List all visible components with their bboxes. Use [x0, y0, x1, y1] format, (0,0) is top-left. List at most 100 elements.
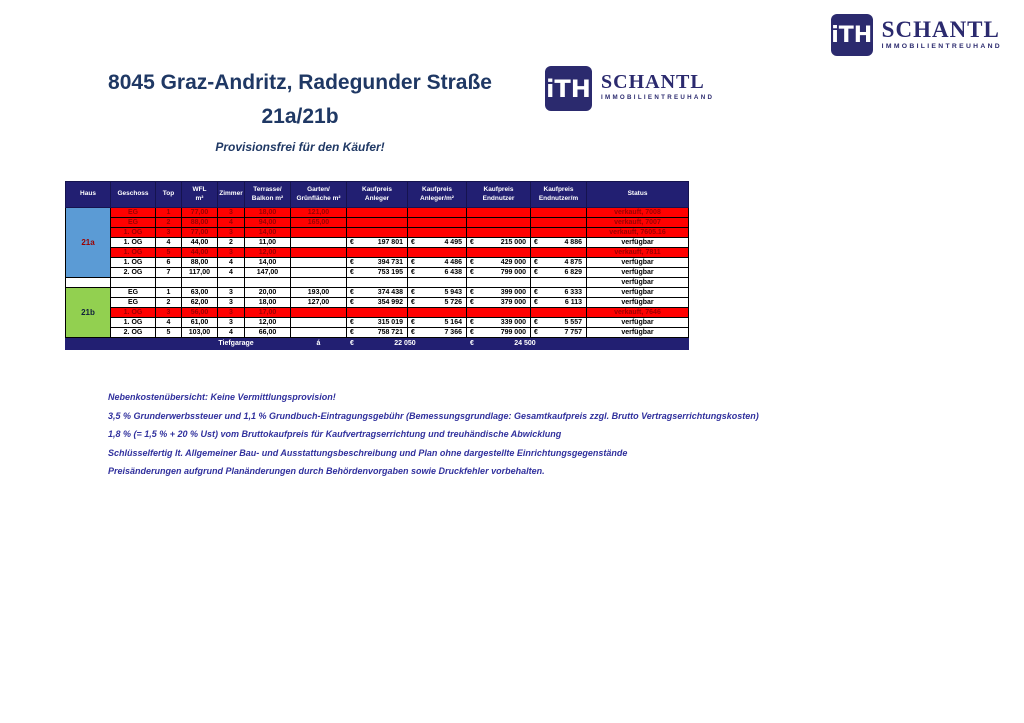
top-cell: 2 — [155, 297, 182, 308]
terrasse-cell: 20,00 — [244, 287, 291, 298]
zimmer-cell: 4 — [217, 327, 245, 338]
footer-spacer — [586, 337, 689, 350]
garten-cell: 193,00 — [290, 287, 347, 298]
status-cell: verfügbar — [586, 277, 689, 288]
price-cell: €215 000 — [466, 237, 531, 248]
page-title-line1: 8045 Graz-Andritz, Radegunder Straße — [108, 71, 492, 94]
col-zimmer: Zimmer — [217, 181, 245, 208]
zimmer-cell: 4 — [217, 257, 245, 268]
zimmer-cell: 4 — [217, 267, 245, 278]
top-cell: 5 — [155, 247, 182, 258]
price-cell: €374 438 — [346, 287, 408, 298]
wfl-cell: 56,00 — [181, 307, 218, 318]
zimmer-cell — [217, 277, 245, 288]
price-value: 5 943 — [444, 289, 462, 296]
wfl-cell: 63,00 — [181, 287, 218, 298]
euro-sign: € — [350, 329, 354, 336]
zimmer-cell: 3 — [217, 287, 245, 298]
price-cell: €197 801 — [346, 237, 408, 248]
top-cell: 1 — [155, 287, 182, 298]
table-row: 21b EG 1 63,00 3 20,00 193,00 €374 438 €5 943 €39… — [65, 287, 689, 338]
price-table-body: 21a EG 1 77,00 3 18,00 121,00 verkauft, 7008 EG 2… — [65, 207, 689, 338]
terrasse-cell: 11,00 — [244, 237, 291, 248]
company-tagline: IMMOBILIENTREUHAND — [881, 43, 1002, 50]
status-cell: verkauft, 7646 — [586, 307, 689, 318]
euro-sign: € — [470, 269, 474, 276]
garten-cell: 121,00 — [290, 207, 347, 218]
price-cell: €4 486 — [407, 257, 467, 268]
price-cell: €7 366 — [407, 327, 467, 338]
price-cell — [466, 307, 531, 318]
price-table: Haus Geschoss Top WFL m² Zimmer Terrasse… — [65, 181, 689, 350]
price-cell — [466, 227, 531, 238]
table-row: verfügbar — [65, 277, 689, 288]
price-value: 374 438 — [377, 289, 403, 296]
tiefgarage-endnutzer-value: 24 500 — [514, 340, 536, 347]
geschoss-cell: EG — [110, 207, 156, 218]
terrasse-cell: 94,00 — [244, 217, 291, 228]
haus-cell: 21b — [65, 287, 111, 338]
euro-sign: € — [470, 239, 474, 246]
price-cell: €429 000 — [466, 257, 531, 268]
price-cell — [466, 277, 531, 288]
price-value: 215 000 — [500, 239, 526, 246]
tiefgarage-label: Tiefgarage — [181, 337, 291, 350]
price-value: 429 000 — [500, 259, 526, 266]
price-cell — [407, 207, 467, 218]
euro-sign: € — [534, 289, 538, 296]
price-value: 4 495 — [444, 239, 462, 246]
ith-logo-icon: iTH — [545, 66, 592, 111]
euro-sign: € — [411, 239, 415, 246]
tiefgarage-price-anleger: € 22 050 — [346, 337, 467, 350]
euro-sign: € — [350, 289, 354, 296]
status-cell: verkauft, 7811 — [586, 247, 689, 258]
price-value: 4 875 — [564, 259, 582, 266]
footer-spacer — [65, 337, 182, 350]
geschoss-cell: 2. OG — [110, 267, 156, 278]
status-cell: verfügbar — [586, 257, 689, 268]
price-cell: €379 000 — [466, 297, 531, 308]
wfl-cell: 44,00 — [181, 247, 218, 258]
price-value: 5 164 — [444, 319, 462, 326]
price-value: 394 731 — [377, 259, 403, 266]
terrasse-cell: 14,00 — [244, 227, 291, 238]
euro-sign: € — [350, 299, 354, 306]
price-cell — [466, 217, 531, 228]
price-cell: €799 000 — [466, 267, 531, 278]
price-cell — [530, 217, 587, 228]
garten-cell — [290, 237, 347, 248]
wfl-cell: 44,00 — [181, 237, 218, 248]
euro-sign: € — [470, 299, 474, 306]
price-value: 379 000 — [500, 299, 526, 306]
table-row: 1. OG 3 77,00 3 14,00 verkauft, 7605.16 — [66, 227, 689, 238]
garten-cell — [290, 307, 347, 318]
wfl-cell: 62,00 — [181, 297, 218, 308]
price-cell — [407, 277, 467, 288]
status-cell: verfügbar — [586, 317, 689, 328]
geschoss-cell: 2. OG — [110, 327, 156, 338]
tiefgarage-price-endnutzer: € 24 500 — [466, 337, 587, 350]
price-value: 753 195 — [377, 269, 403, 276]
price-cell: €394 731 — [346, 257, 408, 268]
euro-sign: € — [350, 319, 354, 326]
table-row: EG 2 88,00 4 94,00 165,00 verkauft, 7007 — [66, 217, 689, 228]
status-cell: verfügbar — [586, 297, 689, 308]
garten-cell — [290, 317, 347, 328]
wfl-cell: 77,00 — [181, 207, 218, 218]
euro-sign: € — [350, 269, 354, 276]
garten-cell — [290, 257, 347, 268]
col-geschoss: Geschoss — [110, 181, 156, 208]
top-cell: 4 — [155, 317, 182, 328]
price-cell — [530, 207, 587, 218]
top-cell: 4 — [155, 237, 182, 248]
geschoss-cell — [110, 277, 156, 288]
note-line: Preisänderungen aufgrund Planänderungen … — [108, 466, 545, 476]
status-cell: verfügbar — [586, 237, 689, 248]
euro-sign: € — [350, 259, 354, 266]
price-cell — [346, 307, 408, 318]
top-cell: 5 — [155, 327, 182, 338]
price-value: 7 757 — [564, 329, 582, 336]
price-value: 6 333 — [564, 289, 582, 296]
status-cell: verfügbar — [586, 327, 689, 338]
